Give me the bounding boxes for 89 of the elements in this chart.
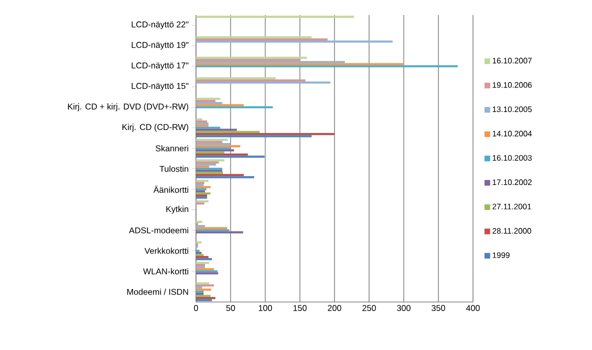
bar: [196, 118, 202, 120]
bar: [196, 106, 273, 108]
bar: [196, 262, 210, 264]
y-tick-label: LCD-näyttö 15": [132, 82, 188, 91]
x-tick-label: 200: [328, 305, 342, 312]
bar: [196, 174, 244, 176]
bar: [196, 176, 254, 178]
bar: [196, 154, 248, 156]
y-tick-label: Modeemi / ISDN: [127, 288, 188, 295]
y-tick-label: Kytkin: [166, 206, 188, 214]
bar: [196, 268, 214, 270]
bar: [196, 98, 220, 100]
x-tick-label: 50: [226, 305, 236, 312]
bar: [196, 159, 224, 162]
y-tick-label: LCD-näyttö 17": [132, 62, 188, 70]
bar: [196, 294, 211, 298]
bar: [196, 120, 208, 122]
bar: [196, 130, 260, 134]
bar: [196, 225, 206, 228]
bar: [196, 180, 208, 182]
bar: [196, 77, 276, 80]
bar: [196, 220, 202, 223]
bar: [196, 164, 216, 166]
y-tick-label: Kirj. CD (CD-RW): [122, 124, 188, 132]
x-tick-label: 100: [258, 305, 272, 312]
bar: [196, 128, 237, 131]
x-tick-label: 300: [397, 305, 410, 312]
bar: [196, 264, 206, 266]
y-tick-label: Skanneri: [156, 145, 188, 152]
bar: [196, 58, 301, 61]
bar: [196, 161, 219, 164]
bar: [196, 56, 307, 59]
bar: [196, 241, 202, 244]
bar: [196, 254, 204, 256]
bar: [196, 133, 335, 136]
x-tick-label: 150: [293, 305, 307, 312]
bar: [196, 297, 216, 300]
bar: [196, 182, 204, 184]
bar: [196, 299, 212, 302]
bar: [196, 186, 211, 188]
bar: [196, 166, 210, 168]
bar: [196, 231, 244, 234]
y-tick-label: WLAN-kortti: [143, 268, 188, 274]
bar: [196, 40, 393, 43]
bar: [196, 156, 265, 158]
x-tick-label: 250: [362, 305, 376, 312]
bar: [196, 61, 345, 64]
bar: [196, 135, 312, 138]
bar: [196, 102, 222, 104]
bar: [196, 104, 244, 106]
bar: [196, 16, 354, 18]
y-tick-label: LCD-näyttö 19": [132, 42, 188, 50]
x-tick-label: 400: [466, 305, 480, 312]
bar: [196, 63, 404, 66]
bar: [196, 65, 458, 68]
bar: [196, 256, 208, 258]
bar: [196, 288, 212, 291]
bar: [196, 266, 206, 268]
bar: [196, 200, 208, 202]
bar: [196, 192, 211, 195]
bar: [196, 149, 234, 152]
bar: [196, 284, 214, 287]
bar: [196, 100, 216, 102]
y-tick-label: Verkkokortti: [144, 248, 188, 254]
y-tick-label: Tulostin: [160, 166, 188, 172]
bar: [196, 258, 212, 260]
bar: [196, 286, 202, 289]
bar: [196, 184, 204, 186]
bar: [196, 36, 312, 38]
bar: [196, 172, 224, 174]
bar: [196, 38, 328, 40]
bar: [196, 79, 306, 82]
x-tick-label: 350: [432, 305, 446, 312]
bar: [196, 143, 231, 146]
y-tick-label: Kirj. CD + kirj. DVD (DVD+-RW): [68, 103, 188, 112]
bar: [196, 126, 220, 129]
bar: [196, 202, 204, 205]
y-tick-label: ADSL-modeemi: [128, 227, 188, 234]
bar: [196, 151, 224, 154]
bar: [196, 145, 240, 148]
bar: [196, 282, 210, 284]
bar: [196, 140, 222, 144]
bar: [196, 82, 330, 84]
bar: [196, 138, 228, 141]
bar: [196, 250, 200, 252]
bar: [196, 147, 231, 150]
y-tick-label: LCD-näyttö 22": [132, 21, 188, 30]
x-tick-label: 0: [194, 305, 198, 312]
y-tick-label: Äänikortti: [153, 186, 188, 193]
